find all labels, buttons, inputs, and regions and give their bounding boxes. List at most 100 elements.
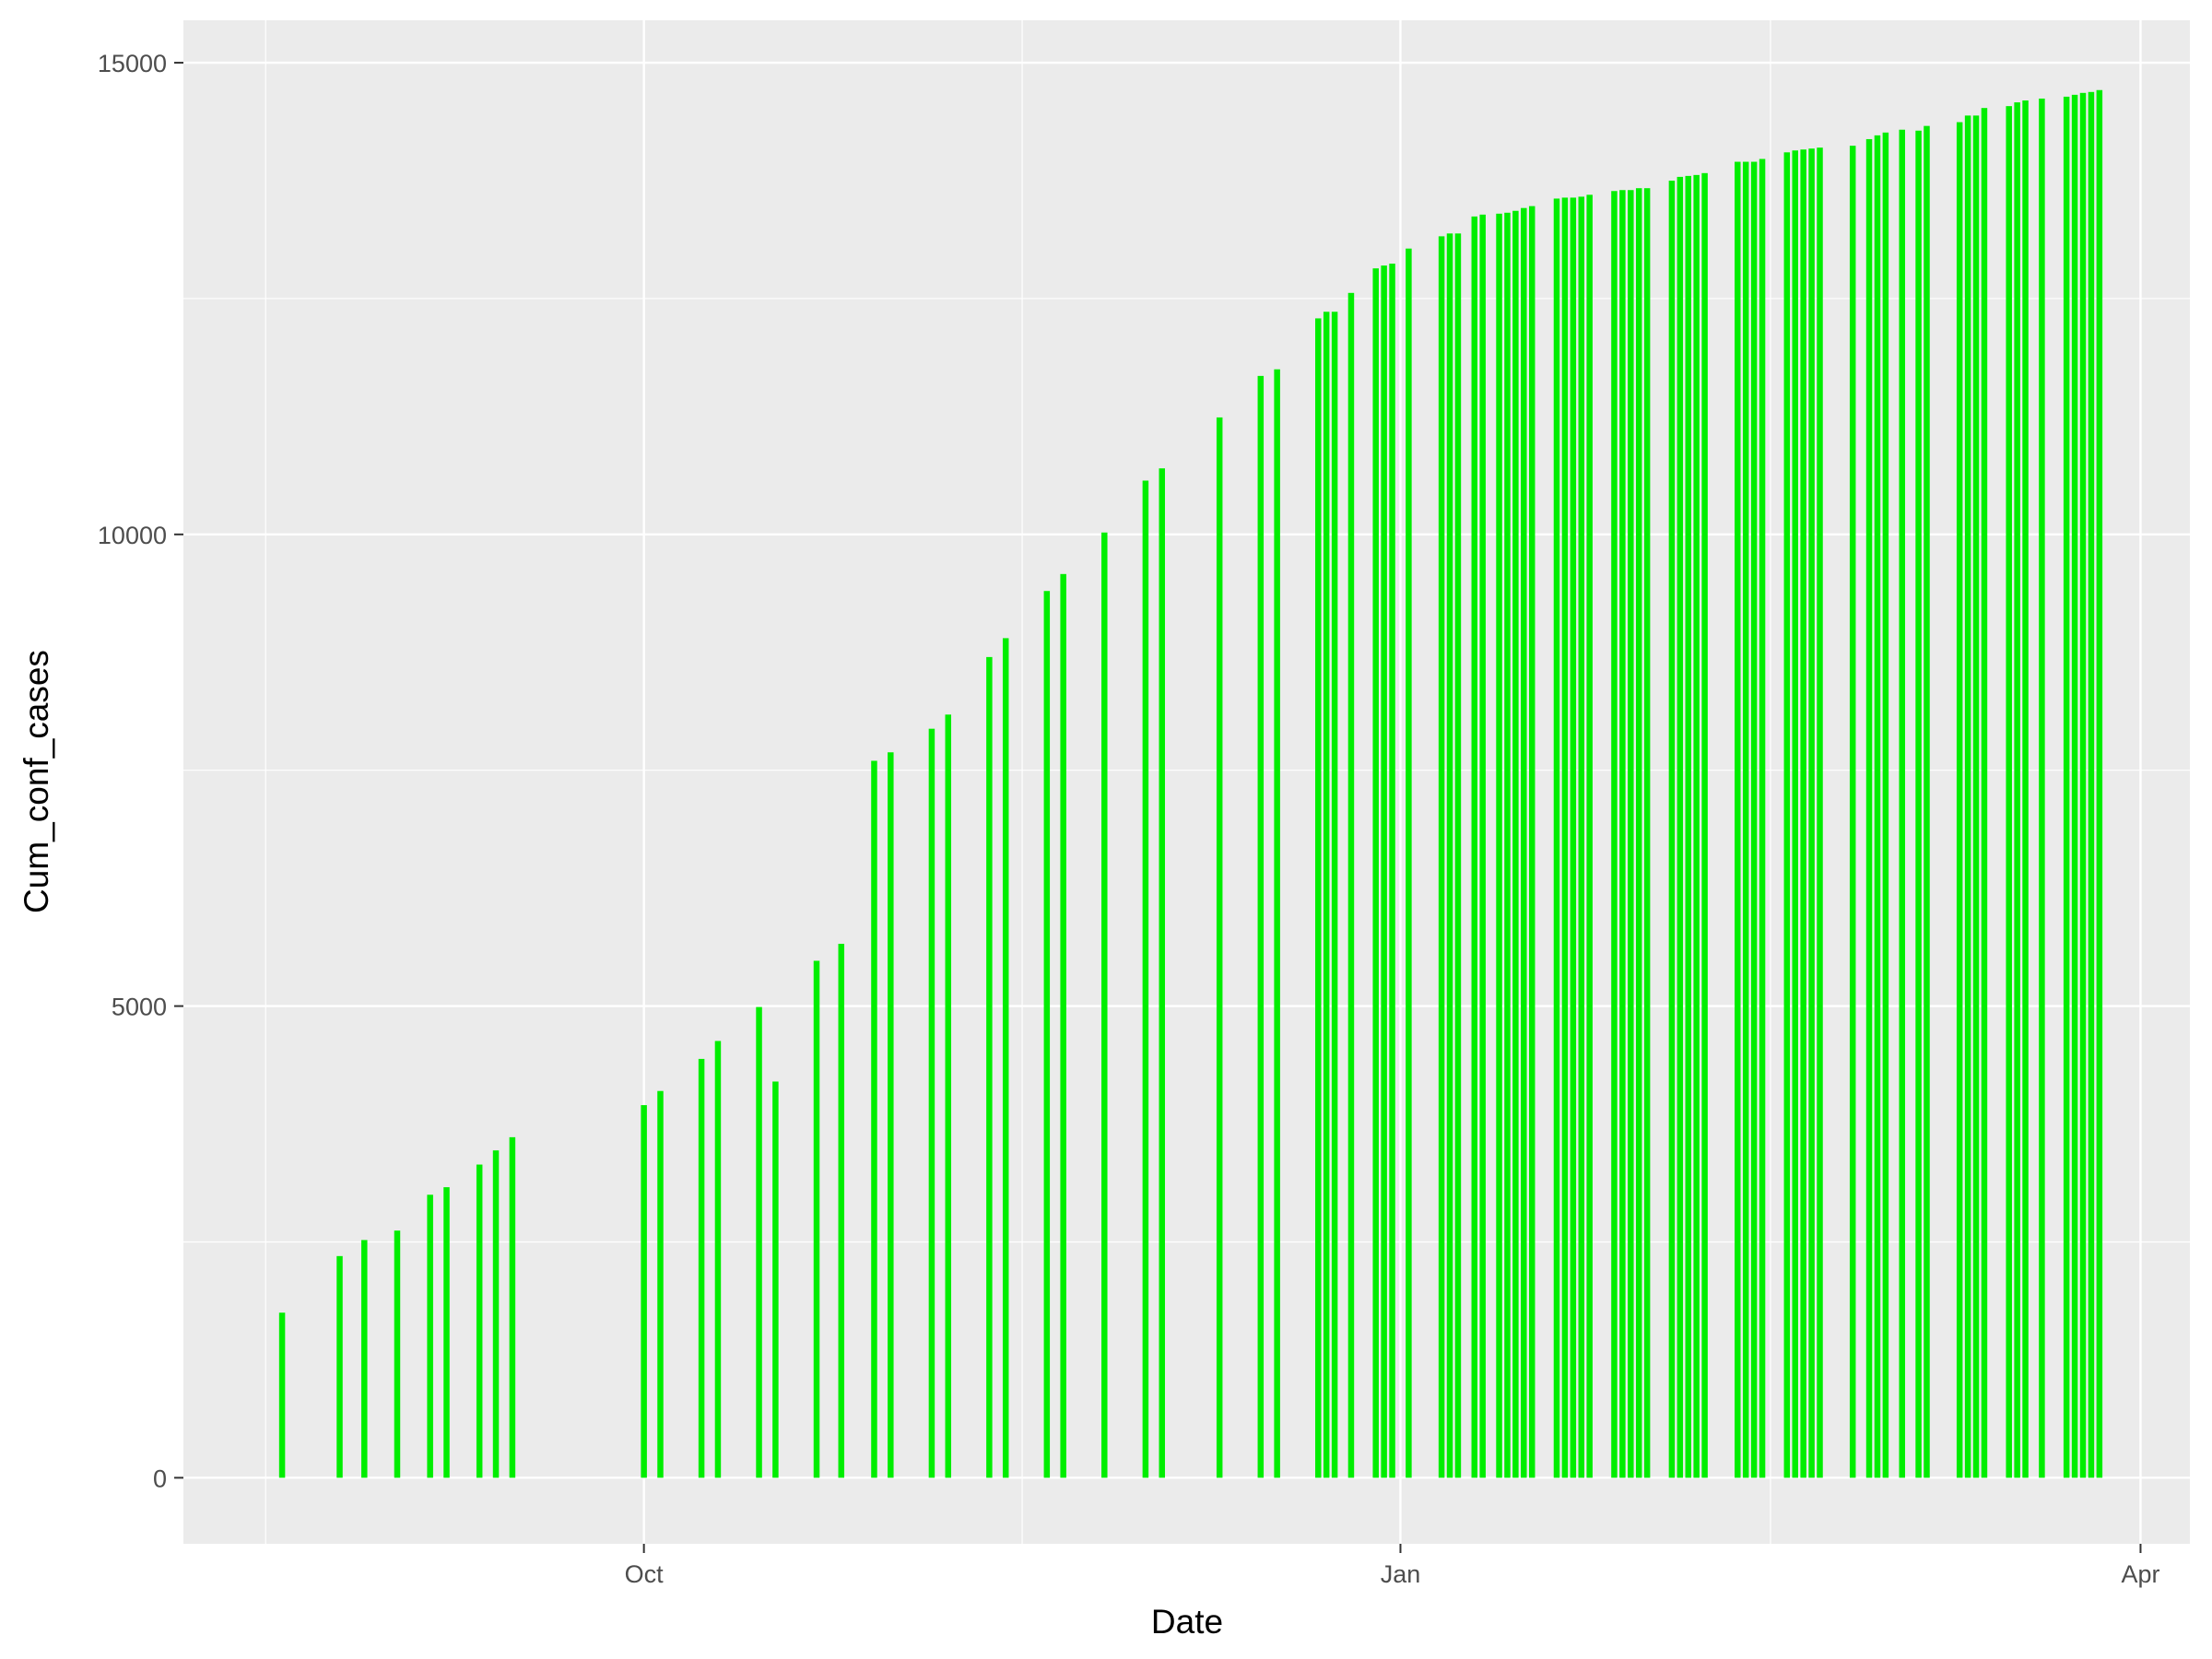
bar (2079, 92, 2087, 1478)
bar (986, 656, 993, 1478)
bar (1759, 159, 1766, 1478)
bar (1865, 138, 1873, 1478)
bar (1817, 147, 1823, 1478)
bar (772, 1081, 779, 1478)
bar (1002, 638, 1009, 1478)
bar (1635, 188, 1642, 1478)
bar (2014, 102, 2020, 1478)
bar (2088, 91, 2095, 1478)
bar (2063, 96, 2070, 1478)
bar (1783, 152, 1791, 1478)
bar (1257, 375, 1265, 1478)
bar (1142, 480, 1149, 1478)
bar (1685, 175, 1691, 1478)
bar (1504, 212, 1511, 1478)
bar (1347, 292, 1355, 1478)
plot-panel (183, 20, 2190, 1544)
bar (1964, 115, 1971, 1478)
bar (1578, 196, 1585, 1478)
bar (928, 728, 935, 1478)
bar (1735, 161, 1741, 1478)
bar (714, 1041, 722, 1478)
bar (1742, 161, 1749, 1478)
bar (1915, 130, 1922, 1478)
bar (1043, 591, 1051, 1478)
bar (1668, 181, 1676, 1478)
bar (1792, 150, 1798, 1478)
bar (1619, 190, 1626, 1478)
bar (2039, 98, 2045, 1478)
bar (1512, 210, 1519, 1478)
bar (361, 1240, 368, 1478)
bar (1331, 312, 1338, 1478)
bar (2006, 106, 2012, 1478)
y-tick-label: 5000 (112, 994, 167, 1021)
bar (1553, 198, 1560, 1478)
bar (1479, 214, 1486, 1478)
bar (443, 1187, 450, 1478)
bar (1496, 213, 1502, 1478)
bar (1528, 206, 1535, 1478)
bar (1899, 129, 1905, 1478)
bar (427, 1194, 433, 1478)
bar (1438, 236, 1445, 1478)
bar (1643, 188, 1651, 1478)
bar (756, 1006, 762, 1478)
bar (476, 1164, 483, 1478)
y-axis-title: Cum_conf_cases (18, 650, 55, 913)
bar (1372, 268, 1379, 1478)
bar (2022, 100, 2029, 1478)
bar (1981, 108, 1988, 1478)
bar (1159, 468, 1165, 1478)
bar (1628, 190, 1634, 1478)
bar (1406, 248, 1412, 1478)
bar (1446, 233, 1453, 1478)
y-tick-label: 15000 (98, 50, 167, 77)
bar (1849, 146, 1856, 1478)
bar (1924, 125, 1930, 1478)
bar (1800, 149, 1806, 1478)
x-tick-label: Jan (1381, 1560, 1421, 1588)
bar (1586, 194, 1593, 1478)
bar (2096, 89, 2103, 1478)
bar (1060, 573, 1066, 1478)
bar (1454, 233, 1462, 1478)
bar (336, 1255, 343, 1478)
y-tick-label: 0 (153, 1465, 167, 1492)
bar (1701, 172, 1708, 1478)
bar (1677, 176, 1684, 1478)
bar (492, 1150, 500, 1478)
bar (888, 752, 894, 1478)
x-tick-label: Oct (625, 1560, 665, 1588)
bar (1216, 417, 1223, 1478)
bars (278, 89, 2103, 1478)
bar (1693, 174, 1700, 1478)
bar (945, 714, 952, 1478)
bar (278, 1312, 286, 1478)
bar (1874, 135, 1881, 1478)
bar (1274, 369, 1280, 1478)
bar (2071, 94, 2078, 1478)
bar (641, 1105, 647, 1478)
bar (1381, 265, 1387, 1478)
bar (1882, 132, 1889, 1478)
bar (1323, 312, 1330, 1478)
bar (1750, 161, 1758, 1478)
bar (1972, 115, 1980, 1478)
bar (1611, 191, 1618, 1478)
x-axis-title: Date (1151, 1603, 1223, 1641)
y-tick-label: 10000 (98, 522, 167, 549)
bar (1561, 197, 1569, 1478)
x-axis: Oct Jan Apr (625, 1544, 2159, 1588)
bar (394, 1230, 401, 1478)
bar (1315, 318, 1322, 1478)
x-tick-label: Apr (2121, 1560, 2159, 1588)
bar (838, 944, 845, 1478)
bar (871, 760, 877, 1478)
bar (1808, 148, 1815, 1478)
bar (657, 1090, 664, 1478)
bar (1389, 264, 1395, 1478)
bar (698, 1058, 705, 1478)
bar (509, 1136, 516, 1478)
